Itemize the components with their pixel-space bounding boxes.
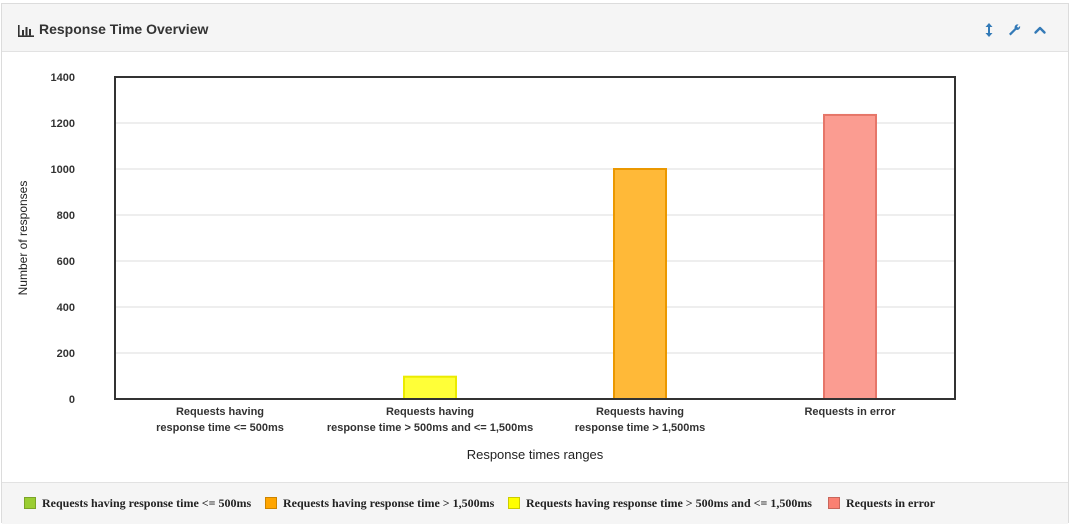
x-tick-label: response time <= 500ms [156, 422, 284, 434]
legend-swatch [265, 497, 277, 509]
legend-label: Requests in error [846, 496, 936, 510]
chart-area: 0 200 400 600 800 1000 1200 1400 Requests having… [2, 52, 1068, 487]
legend-swatch [828, 497, 840, 509]
bar [823, 113, 877, 400]
y-tick-label: 200 [57, 348, 75, 360]
response-time-bar-chart: 0 200 400 600 800 1000 1200 1400 Requests having… [16, 72, 956, 462]
legend-label: Requests having response time <= 500ms [42, 496, 252, 510]
y-tick-label: 400 [57, 302, 75, 314]
y-tick-label: 0 [69, 394, 75, 406]
x-tick-label: Requests having [596, 406, 684, 418]
y-tick-label: 1000 [51, 164, 75, 176]
legend-swatch [508, 497, 520, 509]
y-tick-label: 600 [57, 256, 75, 268]
x-tick-label: Requests having [386, 406, 474, 418]
y-tick-label: 1400 [51, 72, 75, 84]
y-axis-title: Number of responses [16, 181, 30, 296]
panel-header: Response Time Overview [2, 4, 1068, 52]
legend-label: Requests having response time > 500ms an… [526, 496, 812, 510]
legend-item[interactable]: Requests having response time > 1,500ms [265, 496, 494, 512]
wrench-icon[interactable] [1007, 22, 1021, 38]
legend-item[interactable]: Requests having response time > 500ms an… [508, 496, 812, 512]
chevron-up-icon[interactable] [1033, 22, 1047, 38]
x-axis-title: Response times ranges [467, 447, 604, 462]
x-tick-label: response time > 1,500ms [575, 422, 706, 434]
x-tick-label: Requests having [176, 406, 264, 418]
panel-title: Response Time Overview [39, 21, 209, 37]
legend-item[interactable]: Requests in error [828, 496, 935, 512]
legend-label: Requests having response time > 1,500ms [283, 496, 495, 510]
legend-item[interactable]: Requests having response time <= 500ms [24, 496, 251, 512]
bar-chart-icon [17, 24, 35, 38]
bar [613, 168, 667, 400]
chart-legend: Requests having response time <= 500ms Re… [2, 482, 1068, 524]
x-tick-label: response time > 500ms and <= 1,500ms [327, 422, 533, 434]
legend-swatch [24, 497, 36, 509]
x-tick-label: Requests in error [804, 406, 896, 418]
response-time-overview-panel: Response Time Overview 0 200 400 600 800 1000… [1, 3, 1069, 524]
bar [403, 375, 457, 401]
y-tick-label: 1200 [51, 118, 75, 130]
resize-vertical-icon[interactable] [982, 22, 996, 38]
y-tick-label: 800 [57, 210, 75, 222]
plot-frame [114, 76, 956, 400]
